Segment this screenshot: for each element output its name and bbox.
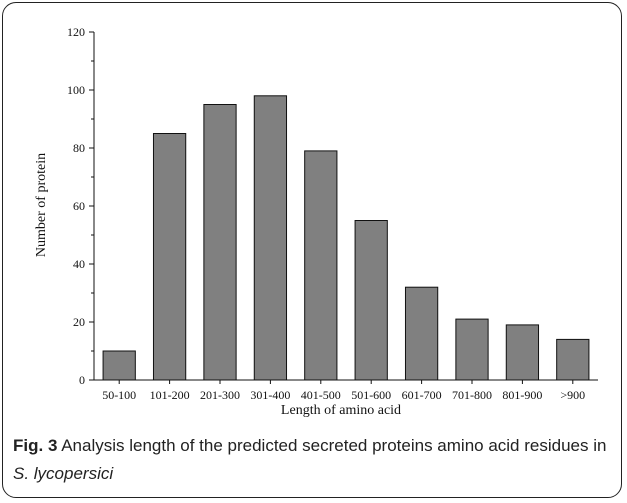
caption-text: Analysis length of the predicted secrete… — [57, 436, 607, 455]
bar-1 — [152, 133, 187, 381]
x-tick-label: 601-700 — [402, 388, 442, 402]
x-tick-label: 50-100 — [102, 388, 136, 402]
bar-2 — [203, 104, 237, 381]
x-ticks-group: 50-100 101-200 201-300 301-400 401-500 501-60… — [102, 380, 585, 402]
bar-0 — [102, 350, 136, 381]
figure-label: Fig. 3 — [13, 436, 58, 455]
caption-species: S. lycopersici — [13, 464, 114, 483]
y-tick-label: 60 — [73, 199, 85, 213]
bar-6 — [404, 286, 439, 381]
bars-group — [102, 95, 590, 381]
bar-5 — [354, 220, 388, 381]
y-tick-label: 80 — [73, 141, 85, 155]
y-tick-label: 120 — [67, 25, 85, 39]
y-ticks-group: 0 20 40 60 80 100 120 — [67, 25, 94, 387]
bar-9 — [556, 338, 590, 381]
x-tick-label: >900 — [560, 388, 585, 402]
x-tick-label: 201-300 — [200, 388, 240, 402]
x-tick-label: 401-500 — [301, 388, 341, 402]
x-axis-title: Length of amino acid — [281, 403, 401, 418]
figure-caption: Fig. 3 Analysis length of the predicted … — [13, 432, 611, 488]
y-tick-label: 100 — [67, 83, 85, 97]
bar-chart: 0 20 40 60 80 100 120 50-100 101-200 201-300 301-… — [34, 25, 598, 418]
x-tick-label: 101-200 — [150, 388, 190, 402]
y-tick-label: 20 — [73, 315, 85, 329]
bar-3 — [253, 95, 288, 381]
y-tick-label: 0 — [79, 373, 85, 387]
bar-4 — [304, 150, 338, 381]
y-tick-label: 40 — [73, 257, 85, 271]
x-tick-label: 501-600 — [351, 388, 391, 402]
bar-7 — [455, 318, 489, 381]
x-tick-label: 701-800 — [452, 388, 492, 402]
y-axis-title: Number of protein — [34, 153, 49, 257]
x-tick-label: 301-400 — [250, 388, 290, 402]
bar-8 — [505, 324, 540, 381]
x-tick-label: 801-900 — [502, 388, 542, 402]
